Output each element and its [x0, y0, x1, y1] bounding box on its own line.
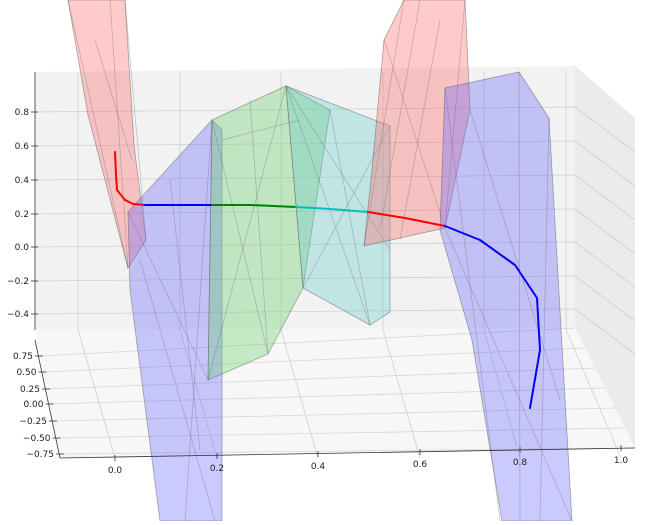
region-2-edge	[139, 259, 216, 522]
y-tick-label: −0.25	[19, 417, 47, 427]
region-2-edge	[169, 179, 201, 451]
x-tick-label: 0.4	[311, 462, 326, 472]
grid-x-floor	[77, 329, 116, 459]
grid-y-floor	[49, 387, 606, 405]
region-3-edge	[221, 119, 301, 141]
grid-y-floor	[42, 347, 586, 373]
trajectory-segment-1	[114, 151, 146, 206]
region-4-edge	[285, 85, 391, 251]
x-tick-label: 0.2	[210, 464, 224, 474]
region-3-edge	[249, 99, 269, 355]
trajectory-segment-5	[367, 211, 446, 227]
trajectory-segment-4	[295, 206, 369, 213]
region-1-edge	[67, 0, 129, 269]
trajectory-layer	[114, 151, 541, 409]
region-3-edge	[207, 85, 287, 381]
region-5-edge	[363, 0, 405, 247]
region-6-edge	[518, 71, 521, 522]
region-5-edge	[379, 0, 421, 231]
grid-z-side	[574, 308, 636, 355]
grid-z-side	[574, 140, 636, 187]
grid-y-floor	[56, 427, 626, 439]
y-tick-label: 0.25	[20, 385, 40, 395]
y-tick-label: −0.75	[26, 450, 54, 460]
grid-z-side	[574, 174, 636, 221]
floor-pane	[35, 328, 635, 458]
grid-z-back	[34, 140, 576, 147]
y-tick-label: 0.50	[16, 368, 36, 378]
y-tick-label: 0.00	[23, 400, 43, 410]
region-5	[363, 0, 471, 247]
grid-y-floor	[38, 327, 576, 357]
y-tick-label: −0.50	[23, 434, 51, 444]
region-2-edge	[184, 119, 213, 522]
axis-panes	[35, 66, 635, 458]
z-tick-label: 0.4	[15, 176, 30, 186]
grid-z-back	[34, 174, 576, 181]
x-tick-label: 1.0	[614, 456, 629, 466]
region-4	[285, 85, 391, 326]
x-tick-label: 0.8	[513, 458, 528, 468]
grid-z-side	[574, 275, 636, 322]
grid-z-side	[574, 208, 636, 255]
region-5-edge	[444, 0, 466, 229]
region-4-edge	[285, 85, 371, 326]
trajectory-segment-6	[444, 225, 541, 409]
trajectory-segment-3	[211, 204, 297, 208]
y-tick-label: 0.75	[13, 352, 33, 362]
grid-z-back	[34, 308, 576, 315]
x-tick-label: 0.0	[108, 466, 123, 476]
regions-layer	[67, 0, 573, 522]
grid-z-side	[574, 241, 636, 288]
z-tick-label: 0.0	[15, 243, 30, 253]
grid-x-floor	[565, 329, 622, 459]
back-pane	[35, 66, 575, 330]
region-4-edge	[302, 125, 391, 289]
grid-y-floor	[45, 367, 596, 390]
grid-y-floor	[59, 447, 636, 455]
region-5-edge	[383, 39, 446, 229]
region-1-edge	[94, 39, 133, 161]
grid-x-floor	[483, 329, 521, 459]
region-3-edge	[211, 119, 269, 355]
grid-z-back	[34, 208, 576, 215]
region-6-edge	[444, 87, 501, 522]
x-axis-line	[59, 447, 636, 459]
grid-z-back	[34, 275, 576, 282]
z-tick-label: 0.2	[15, 210, 29, 220]
z-tick-label: −0.2	[7, 277, 29, 287]
region-1-edge	[124, 0, 147, 241]
z-tick-label: 0.8	[15, 108, 30, 118]
grid-z-side	[574, 106, 636, 153]
region-5-edge	[399, 19, 441, 241]
z-tick-label: 0.6	[15, 142, 30, 152]
region-6-edge	[444, 227, 573, 522]
region-2-edge	[127, 211, 209, 381]
x-tick-label: 0.6	[413, 460, 428, 470]
region-1-edge	[109, 0, 129, 269]
region-4-edge	[329, 109, 371, 326]
z-tick-label: −0.4	[7, 310, 29, 320]
region-6-edge	[469, 109, 561, 401]
region-6-edge	[539, 117, 550, 522]
grid-x-floor	[179, 329, 218, 459]
tick-layer: −0.4 −0.2 0.0 0.2 0.4 0.6 0.8 −0.75 −0.50 −0.25 0.…	[7, 72, 636, 476]
right-pane	[575, 66, 635, 448]
grid-x-floor	[280, 329, 319, 459]
grid-z-back	[34, 106, 576, 113]
